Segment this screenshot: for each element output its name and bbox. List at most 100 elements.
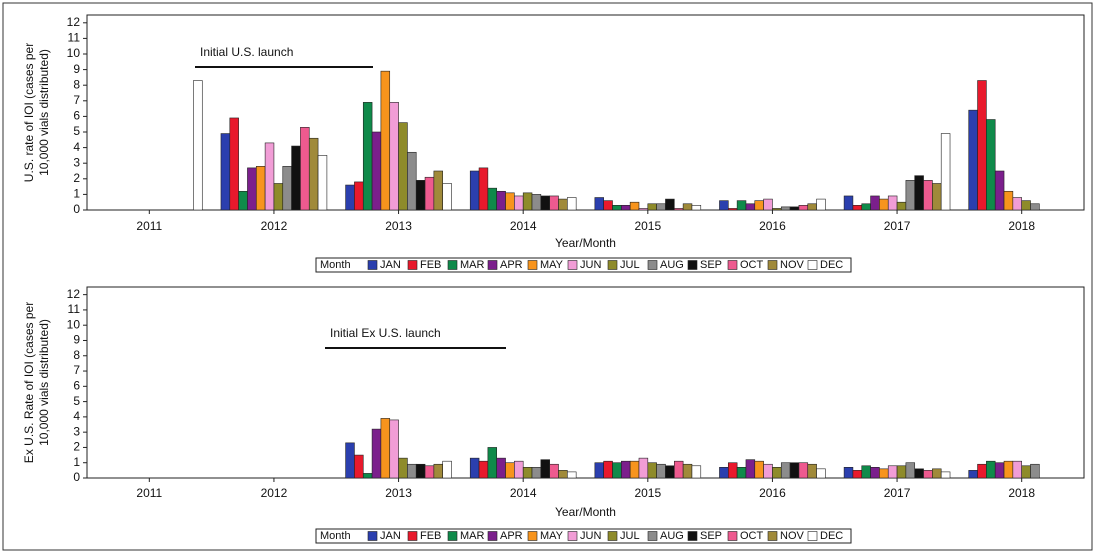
bar <box>682 203 693 211</box>
x-tick-label: 2017 <box>884 219 911 233</box>
y-tick-label: 0 <box>73 202 80 216</box>
bar <box>514 460 524 479</box>
bar <box>968 470 978 479</box>
y-axis-label: 10,000 vials distributed) <box>37 49 51 176</box>
legend-swatch <box>767 531 778 541</box>
bar <box>994 462 1005 479</box>
legend-label: DEC <box>820 259 843 271</box>
x-tick-label: 2013 <box>385 219 412 233</box>
bar <box>673 460 684 479</box>
legend-label: NOV <box>780 530 805 542</box>
bar <box>870 195 880 211</box>
bar <box>407 151 417 211</box>
bar <box>424 176 435 211</box>
bar <box>371 428 382 479</box>
bar <box>1021 200 1031 211</box>
bar <box>478 167 489 211</box>
y-tick-label: 11 <box>68 302 81 316</box>
y-tick-label: 9 <box>73 333 80 347</box>
bar <box>291 145 301 211</box>
bar <box>914 468 924 479</box>
bar <box>531 194 542 211</box>
legend-label: NOV <box>780 259 805 271</box>
bar <box>879 468 889 479</box>
legend-label: AUG <box>660 259 684 271</box>
legend-swatch <box>727 260 738 270</box>
y-tick-label: 6 <box>73 378 80 392</box>
y-tick-label: 12 <box>67 287 81 301</box>
bar <box>887 195 898 211</box>
y-tick-label: 0 <box>73 470 80 484</box>
legend-label: MAY <box>540 259 564 271</box>
legend-label: FEB <box>420 259 441 271</box>
bar <box>772 208 782 211</box>
bar <box>940 471 951 479</box>
y-axis-label: Ex U.S. Rate of IOI (cases per <box>22 302 36 463</box>
bar <box>415 463 426 479</box>
legend-label: SEP <box>700 259 722 271</box>
plot-frame <box>86 14 1085 211</box>
legend-label: OCT <box>740 259 764 271</box>
bar <box>389 102 399 211</box>
bar <box>247 167 257 211</box>
bar <box>798 205 809 211</box>
legend-swatch <box>527 531 538 541</box>
bar <box>514 195 524 211</box>
bar <box>629 460 640 479</box>
y-tick-label: 4 <box>73 140 80 154</box>
bar <box>994 170 1005 211</box>
bar <box>505 462 515 479</box>
x-tick-label: 2011 <box>136 486 162 500</box>
bar <box>816 468 826 479</box>
bar <box>380 70 391 211</box>
bar <box>763 463 773 479</box>
bar <box>887 465 898 479</box>
x-tick-label: 2016 <box>759 219 786 233</box>
y-tick-label: 3 <box>73 424 80 438</box>
x-tick-label: 2015 <box>634 219 661 233</box>
bar <box>469 457 480 479</box>
legend-label: JUL <box>620 530 640 542</box>
y-tick-label: 2 <box>73 171 80 185</box>
legend-swatch <box>487 531 498 541</box>
legend-label: APR <box>500 530 523 542</box>
bar <box>220 133 231 211</box>
y-tick-label: 6 <box>73 109 80 123</box>
bar <box>549 463 559 479</box>
bar <box>879 198 889 211</box>
x-tick-label: 2016 <box>759 486 786 500</box>
bar <box>905 462 916 479</box>
legend-swatch <box>447 531 458 541</box>
bar <box>986 460 996 479</box>
legend-swatch <box>767 260 778 270</box>
legend-swatch <box>647 260 658 270</box>
bar <box>923 180 933 211</box>
bar <box>603 460 613 479</box>
x-tick-label: 2012 <box>261 219 288 233</box>
legend-label: JAN <box>380 259 401 271</box>
legend-swatch <box>687 260 698 270</box>
bar <box>594 197 604 211</box>
bar <box>736 200 747 211</box>
bar <box>861 465 871 479</box>
x-axis-label: Year/Month <box>555 505 616 519</box>
bar <box>478 460 489 479</box>
bar <box>1030 203 1040 211</box>
bar <box>264 142 275 211</box>
legend-swatch <box>407 531 418 541</box>
y-tick-label: 11 <box>68 31 81 45</box>
legend-label: MAR <box>460 259 485 271</box>
bar <box>638 208 649 211</box>
y-tick-label: 4 <box>73 409 80 423</box>
y-tick-label: 12 <box>67 15 81 29</box>
bar <box>496 190 506 211</box>
bar <box>522 192 533 211</box>
legend-label: AUG <box>660 530 684 542</box>
bar <box>193 80 203 211</box>
legend-title: Month <box>320 530 351 542</box>
x-tick-label: 2018 <box>1008 219 1035 233</box>
bar <box>362 473 373 479</box>
bar <box>345 442 355 479</box>
bar <box>282 166 292 211</box>
